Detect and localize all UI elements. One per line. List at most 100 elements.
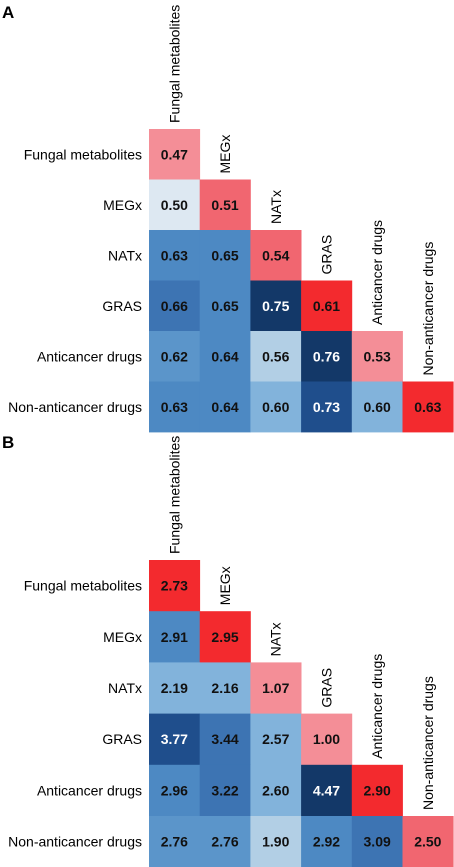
cell-value-a-2-1: 0.65 (211, 247, 238, 263)
cell-a-5-1 (199, 381, 251, 433)
cell-value-a-5-3: 0.73 (313, 399, 340, 415)
cell-value-b-4-4: 2.90 (364, 782, 391, 798)
cell-value-a-4-1: 0.64 (211, 348, 238, 364)
cell-b-3-0 (149, 713, 201, 766)
cell-value-a-5-0: 0.63 (161, 399, 188, 415)
row-label-a-3: GRAS (102, 298, 142, 314)
cell-a-2-1 (199, 230, 251, 281)
cell-value-a-5-4: 0.60 (364, 399, 391, 415)
cell-a-4-3 (301, 331, 353, 382)
cell-value-a-4-2: 0.56 (262, 348, 289, 364)
cell-value-a-3-3: 0.61 (313, 298, 340, 314)
cell-value-b-2-1: 2.16 (211, 680, 238, 696)
cell-value-a-2-2: 0.54 (262, 247, 289, 263)
cell-a-3-1 (199, 280, 251, 332)
cell-value-b-4-0: 2.96 (161, 782, 188, 798)
cell-value-a-5-1: 0.64 (211, 399, 238, 415)
cell-value-a-3-1: 0.65 (211, 298, 238, 314)
panel-b: B Fungal metabolites MEGx NATx GRAS Anticanc… (2, 433, 454, 867)
row-label-a-1: MEGx (103, 197, 142, 213)
cell-b-4-4 (351, 764, 403, 817)
cell-value-b-5-3: 2.92 (313, 834, 340, 850)
col-label-b-1: MEGx (217, 566, 233, 605)
row-label-b-3: GRAS (102, 731, 142, 747)
col-label-a-1: MEGx (217, 135, 233, 174)
cell-a-5-5 (402, 381, 454, 433)
row-label-a-2: NATx (108, 247, 142, 263)
cell-a-1-0 (149, 179, 201, 231)
cell-value-b-3-3: 1.00 (313, 731, 340, 747)
cell-b-0-0 (149, 560, 201, 612)
cell-value-b-2-0: 2.19 (161, 680, 188, 696)
cell-value-a-5-2: 0.60 (262, 399, 289, 415)
col-label-a-4: Anticancer drugs (369, 220, 385, 325)
col-label-b-0: Fungal metabolites (166, 436, 182, 554)
cell-a-2-0 (149, 230, 201, 281)
cell-value-b-5-0: 2.76 (161, 834, 188, 850)
row-label-b-2: NATx (108, 680, 142, 696)
cell-b-5-4 (351, 816, 403, 867)
cell-a-4-1 (199, 331, 251, 382)
cell-value-a-2-0: 0.63 (161, 247, 188, 263)
cell-value-b-5-5: 2.50 (414, 834, 441, 850)
cell-a-4-2 (250, 331, 302, 382)
cell-value-a-4-3: 0.76 (313, 348, 340, 364)
cell-b-3-1 (199, 713, 251, 766)
cell-value-b-4-1: 3.22 (211, 782, 238, 798)
cell-value-b-3-2: 2.57 (262, 731, 289, 747)
cell-b-4-3 (301, 764, 353, 817)
col-label-b-2: NATx (268, 622, 284, 656)
cell-b-5-0 (149, 816, 201, 867)
cell-value-a-1-0: 0.50 (161, 197, 188, 213)
cell-value-b-1-1: 2.95 (211, 629, 238, 645)
cell-a-3-3 (301, 280, 353, 332)
row-label-a-0: Fungal metabolites (24, 146, 142, 162)
panel-a: A Fungal metabolites MEGx NATx GRAS Anticanc… (2, 3, 454, 433)
cell-value-b-2-2: 1.07 (262, 680, 289, 696)
panel-letter-b: B (2, 433, 14, 452)
col-label-b-5: Non-anticancer drugs (420, 676, 436, 810)
cell-b-4-2 (250, 764, 302, 817)
col-label-a-5: Non-anticancer drugs (420, 242, 436, 376)
cell-a-2-2 (250, 230, 302, 281)
cell-b-3-2 (250, 713, 302, 766)
cell-value-b-0-0: 2.73 (161, 578, 188, 594)
cell-a-3-0 (149, 280, 201, 332)
cell-value-a-4-4: 0.53 (364, 348, 391, 364)
cell-a-4-4 (351, 331, 403, 382)
cell-value-a-1-1: 0.51 (211, 197, 238, 213)
cell-value-b-5-4: 3.09 (364, 834, 391, 850)
row-label-a-4: Anticancer drugs (37, 348, 142, 364)
col-label-a-2: NATx (268, 190, 284, 224)
col-label-b-4: Anticancer drugs (369, 654, 385, 759)
row-label-b-5: Non-anticancer drugs (8, 834, 142, 850)
cell-a-5-4 (351, 381, 403, 433)
cell-b-3-3 (301, 713, 353, 766)
cell-a-5-0 (149, 381, 201, 433)
cell-a-3-2 (250, 280, 302, 332)
cell-b-5-5 (402, 816, 454, 867)
cell-value-a-0-0: 0.47 (161, 146, 188, 162)
cell-value-b-4-3: 4.47 (313, 782, 340, 798)
cell-a-4-0 (149, 331, 201, 382)
cell-value-b-3-1: 3.44 (211, 731, 238, 747)
cell-b-2-0 (149, 662, 201, 714)
cell-b-4-1 (199, 764, 251, 817)
cell-b-5-2 (250, 816, 302, 867)
cell-b-1-0 (149, 611, 201, 663)
row-label-b-0: Fungal metabolites (24, 578, 142, 594)
cell-value-a-5-5: 0.63 (414, 399, 441, 415)
cell-value-b-5-2: 1.90 (262, 834, 289, 850)
cell-b-2-1 (199, 662, 251, 714)
cell-a-0-0 (149, 129, 201, 180)
cell-b-1-1 (199, 611, 251, 663)
cell-value-a-4-0: 0.62 (161, 348, 188, 364)
row-label-b-1: MEGx (103, 629, 142, 645)
col-label-a-3: GRAS (318, 235, 334, 275)
cell-b-2-2 (250, 662, 302, 714)
cell-b-5-1 (199, 816, 251, 867)
col-label-b-3: GRAS (318, 668, 334, 708)
cell-value-a-3-0: 0.66 (161, 298, 188, 314)
cell-value-b-1-0: 2.91 (161, 629, 188, 645)
